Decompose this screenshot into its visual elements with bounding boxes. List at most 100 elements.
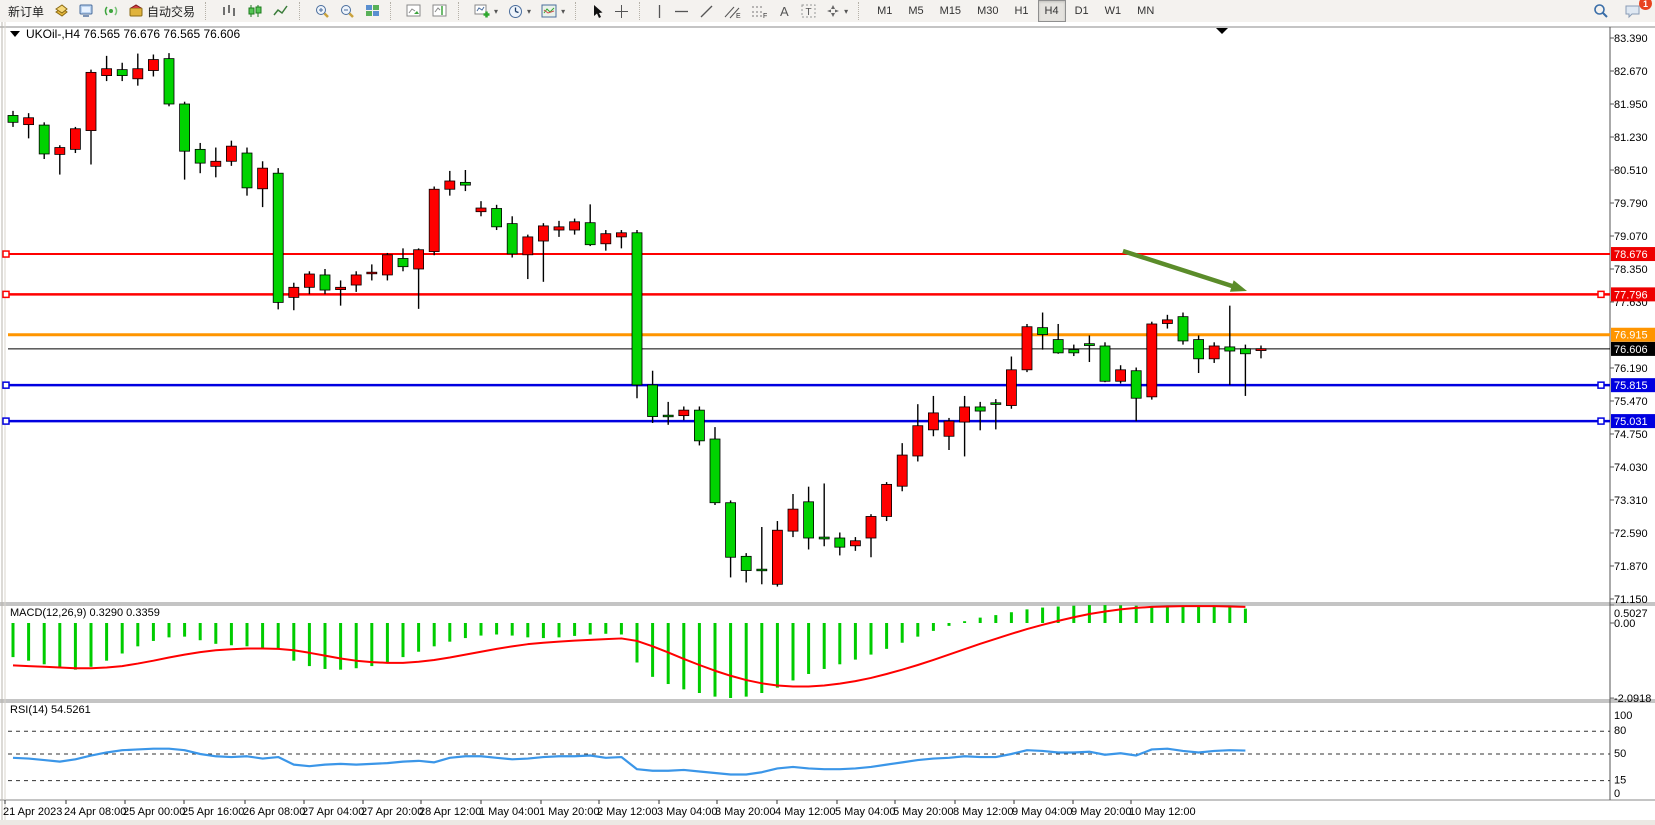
- candle-body: [928, 412, 939, 431]
- price-badge: [1611, 287, 1655, 302]
- candle-body: [1068, 349, 1080, 354]
- toolbar: 新订单 自动交易 ▾ ▾ ▾ E F A T ▾ M1 M5 M15 M30 H1 H4 D1 W1 MN 1: [0, 0, 1655, 23]
- zoom-in-button[interactable]: [310, 0, 335, 22]
- candle-body: [1037, 327, 1048, 335]
- market-watch-icon[interactable]: [74, 0, 99, 22]
- rsi-axis-label: 100: [1614, 710, 1632, 722]
- new-chart-button[interactable]: ▾: [469, 0, 503, 22]
- toolbar-separator: [390, 2, 396, 20]
- vertical-line-button[interactable]: [650, 0, 669, 22]
- candle-body: [678, 409, 690, 417]
- line-chart-button[interactable]: [268, 0, 294, 22]
- timeframe-mn[interactable]: MN: [1137, 5, 1155, 17]
- navigator-icon[interactable]: [99, 0, 124, 22]
- resistance-line-2-handle[interactable]: [1597, 290, 1605, 299]
- data-window-icon[interactable]: [49, 0, 74, 22]
- candle-body: [709, 438, 721, 504]
- resistance-line-2-handle[interactable]: [2, 290, 10, 299]
- autotrading-button[interactable]: 自动交易: [124, 0, 200, 22]
- candle-body: [756, 568, 768, 572]
- status-strip: [0, 820, 1655, 825]
- resistance-line-1-handle[interactable]: [2, 250, 10, 258]
- timeframe-m15[interactable]: M15: [939, 5, 962, 17]
- scroll-anchor-icon[interactable]: [1216, 28, 1228, 34]
- chevron-down-icon: ▾: [844, 6, 849, 16]
- new-order-button-label: 新订单: [8, 4, 45, 19]
- trendline-button[interactable]: [694, 0, 719, 22]
- support-line-1-handle[interactable]: [1597, 381, 1605, 389]
- new-order-button[interactable]: 新订单: [3, 0, 49, 22]
- toolbar-separator: [299, 2, 305, 20]
- chevron-down-icon: ▾: [527, 6, 532, 16]
- price-badge: [1611, 341, 1655, 356]
- horizontal-line-button[interactable]: [669, 0, 694, 22]
- price-badge: [1611, 247, 1655, 262]
- shapes-button[interactable]: ▾: [821, 0, 853, 22]
- candle-body: [1146, 323, 1158, 398]
- chart-shift-button[interactable]: [427, 0, 453, 22]
- text-button[interactable]: A: [773, 0, 796, 22]
- price-tick-label: 74.030: [1614, 462, 1648, 474]
- shapes-icon: [826, 4, 840, 18]
- candle-body: [272, 172, 284, 303]
- tiles-icon: [365, 4, 380, 18]
- crosshair-button[interactable]: [609, 0, 634, 22]
- zoomin-icon: [315, 4, 330, 19]
- candle-body: [288, 286, 300, 298]
- trend-arrow-annotation[interactable]: [1122, 248, 1247, 292]
- candle-body: [366, 271, 378, 275]
- clock-icon: [508, 4, 523, 19]
- price-tick-label: 76.190: [1614, 363, 1648, 375]
- support-line-2-handle[interactable]: [2, 417, 10, 425]
- candle-body: [179, 103, 191, 152]
- timeframe-m5[interactable]: M5: [908, 5, 924, 17]
- candlestick-chart-button[interactable]: [242, 0, 268, 22]
- timeframe-w1[interactable]: W1: [1104, 5, 1122, 17]
- chart-menu-icon[interactable]: [10, 31, 20, 37]
- candle-body: [1130, 370, 1142, 399]
- support-line-1-handle[interactable]: [2, 381, 10, 389]
- autotrade-icon: [129, 4, 144, 18]
- timeframe-d1[interactable]: D1: [1074, 5, 1089, 17]
- candle-body: [865, 516, 877, 539]
- date-tick-label: 24 Apr 08:00: [64, 806, 126, 818]
- zoom-out-button[interactable]: [335, 0, 360, 22]
- candle-body: [70, 128, 81, 150]
- template-button[interactable]: ▾: [536, 0, 570, 22]
- timeframe-h4[interactable]: H4: [1037, 0, 1066, 22]
- addchart-icon: [474, 4, 490, 19]
- tile-windows-button[interactable]: [360, 0, 385, 22]
- date-tick-label: 3 May 04:00: [657, 806, 718, 818]
- period-button[interactable]: ▾: [503, 0, 536, 22]
- candle-body: [444, 180, 456, 190]
- search-button[interactable]: [1588, 0, 1614, 22]
- toolbar-separator: [205, 2, 211, 20]
- label-button[interactable]: T: [796, 0, 821, 22]
- candle-body: [335, 286, 347, 291]
- candle-body: [569, 221, 580, 231]
- price-tick-label: 80.510: [1614, 165, 1648, 177]
- channel-button[interactable]: E: [719, 0, 746, 22]
- date-tick-label: 26 Apr 08:00: [243, 806, 305, 818]
- rsi-panel: RSI(14) 54.5261 100 80 50 150: [8, 704, 1632, 800]
- autotrading-button-label: 自动交易: [147, 4, 196, 19]
- auto-scroll-button[interactable]: [401, 0, 427, 22]
- timeframe-h1[interactable]: H1: [1014, 5, 1029, 17]
- candle-body: [1006, 369, 1017, 406]
- candle-body: [459, 181, 471, 186]
- date-tick-label: 28 Apr 12:00: [419, 806, 481, 818]
- toolbar-separator: [575, 2, 581, 20]
- candle-body: [584, 222, 596, 246]
- notifications-button[interactable]: 1: [1620, 0, 1652, 22]
- candle-body: [974, 406, 986, 412]
- timeframe-m30[interactable]: M30: [977, 5, 999, 17]
- fibonacci-button[interactable]: F: [746, 0, 773, 22]
- candle-body: [132, 68, 144, 80]
- timeframe-m1[interactable]: M1: [877, 5, 893, 17]
- bar-chart-button[interactable]: [216, 0, 242, 22]
- candle-body: [881, 483, 892, 517]
- candle-body: [1208, 345, 1220, 360]
- support-line-2-handle[interactable]: [1597, 417, 1605, 425]
- cursor-button[interactable]: [586, 0, 609, 22]
